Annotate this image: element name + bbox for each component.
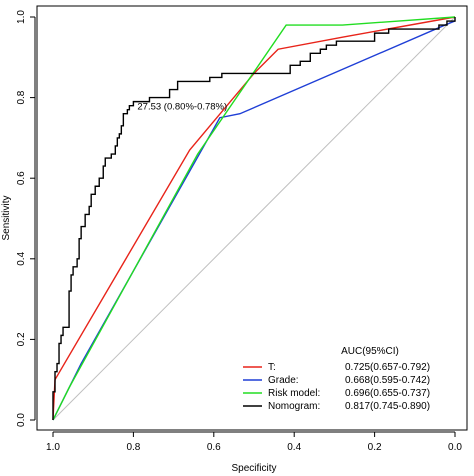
legend-entry-value: 0.668(0.595-0.742)	[345, 375, 430, 386]
y-tick-label: 0.4	[16, 251, 27, 265]
y-tick-label: 0.2	[16, 332, 27, 346]
x-axis-title: Specificity	[231, 463, 276, 474]
reference-diagonal-line	[52, 16, 456, 421]
x-tick-label: 0.0	[448, 442, 462, 453]
roc-series-line-3	[52, 16, 456, 421]
series-layer	[52, 16, 456, 421]
legend-entry-value: 0.725(0.657-0.792)	[345, 362, 430, 373]
legend-entry-label: Nomogram:	[268, 401, 320, 412]
plot-frame	[36, 5, 468, 431]
legend-entry-label: T:	[268, 362, 276, 373]
y-tick-label: 0.8	[16, 90, 27, 104]
y-tick-label: 0.0	[16, 413, 27, 427]
legend-entry-value: 0.817(0.745-0.890)	[345, 401, 430, 412]
x-tick-label: 1.0	[46, 442, 60, 453]
legend: AUC(95%CI) T: 0.725(0.657-0.792) Grade: 0.6…	[243, 346, 430, 412]
legend-entry-label: Risk model:	[268, 388, 320, 399]
legend-title: AUC(95%CI)	[341, 346, 399, 357]
y-axis-title: Sensitivity	[1, 195, 12, 240]
legend-entry-value: 0.696(0.655-0.737)	[345, 388, 430, 399]
x-axis: 1.0 0.8 0.6 0.4 0.2 0.0	[46, 431, 462, 453]
y-tick-label: 0.6	[16, 171, 27, 185]
y-axis: 0.0 0.2 0.4 0.6 0.8 1.0	[16, 10, 36, 427]
roc-series-line-4	[52, 17, 456, 420]
x-tick-label: 0.4	[287, 442, 301, 453]
legend-entry-label: Grade:	[268, 375, 299, 386]
x-tick-label: 0.2	[368, 442, 382, 453]
x-tick-label: 0.8	[126, 442, 140, 453]
threshold-annotation: 27.53 (0.80%-0.78%)	[137, 102, 227, 113]
y-tick-label: 1.0	[16, 10, 27, 24]
x-tick-label: 0.6	[207, 442, 221, 453]
